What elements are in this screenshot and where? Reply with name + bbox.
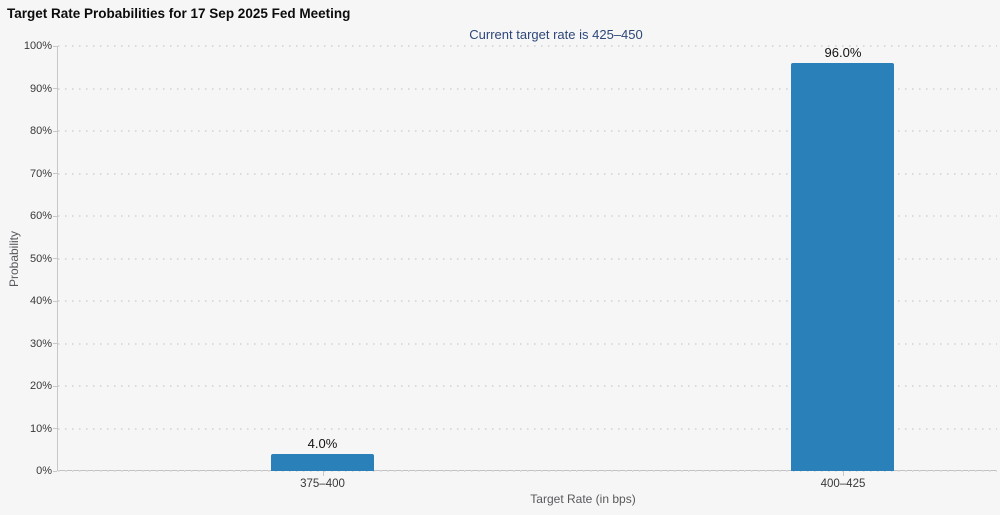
x-axis-tick-label: 400–425: [820, 478, 866, 490]
y-axis-tick: [53, 88, 57, 89]
y-axis-tick-label: 70%: [29, 167, 52, 180]
y-axis-tick-label: 80%: [29, 125, 52, 137]
plot-area: [53, 45, 997, 472]
gridline: [58, 300, 997, 302]
x-axis-tick: [322, 471, 324, 476]
x-axis-title: Target Rate (in bps): [530, 492, 636, 506]
y-axis-tick: [53, 215, 57, 217]
x-axis-tick-label: 375–400: [300, 478, 345, 490]
y-axis-tick: [53, 385, 57, 387]
chart-subtitle: Current target rate is 425–450: [469, 27, 643, 42]
gridline: [58, 215, 997, 217]
y-axis-tick-label: 40%: [29, 295, 52, 307]
y-axis-tick-label: 10%: [29, 422, 52, 435]
gridline: [58, 385, 997, 387]
y-axis-tick: [53, 470, 57, 472]
y-axis-tick: [53, 343, 57, 344]
gridline: [58, 342, 997, 345]
y-axis-tick-label: 50%: [29, 252, 52, 265]
y-axis-tick: [53, 428, 57, 429]
y-axis-tick: [53, 130, 57, 132]
y-axis-tick-label: 30%: [29, 337, 52, 350]
chart-title: Target Rate Probabilities for 17 Sep 202…: [7, 6, 351, 21]
bar-value-label: 4.0%: [307, 436, 338, 451]
y-axis-tick-label: 60%: [29, 210, 52, 222]
gridline: [58, 87, 997, 90]
y-axis-tick: [53, 45, 57, 47]
gridline: [58, 470, 997, 472]
y-axis-tick: [53, 173, 57, 174]
gridline: [58, 172, 997, 175]
gridline: [58, 427, 997, 430]
y-axis-tick: [53, 300, 57, 302]
probability-bar: [791, 63, 895, 471]
y-axis-tick-label: 100%: [23, 40, 52, 52]
probability-bar: [271, 454, 374, 471]
bar-value-label: 96.0%: [824, 45, 862, 60]
y-axis-line: [57, 46, 58, 471]
gridline: [58, 257, 997, 260]
y-axis-tick: [53, 258, 57, 259]
y-axis-tick-label: 90%: [29, 82, 52, 95]
gridline: [58, 45, 997, 47]
y-axis-tick-label: 20%: [29, 380, 52, 392]
x-axis-tick: [842, 471, 844, 476]
y-axis-tick-label: 0%: [36, 465, 52, 477]
gridline: [58, 130, 997, 132]
